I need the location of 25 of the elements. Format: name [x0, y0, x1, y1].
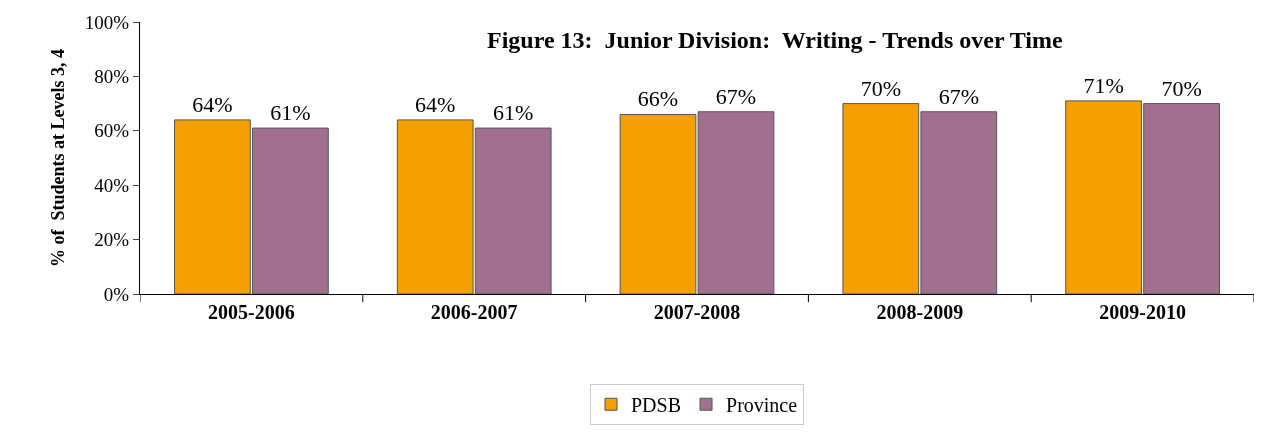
data-label: 66%: [637, 86, 679, 112]
y-tick-label: 60%: [94, 120, 130, 142]
y-axis-title: % of Students at Levels 3, 4: [48, 48, 69, 268]
chart-title: Figure 13: Junior Division: Writing - Trends over Time: [487, 27, 1063, 53]
data-label: 61%: [493, 100, 534, 126]
legend-label: Province: [726, 394, 798, 417]
x-tick-label: 2005-2006: [208, 301, 295, 323]
data-label: 70%: [1161, 75, 1202, 101]
y-tick-label: 0%: [103, 283, 130, 305]
data-label: 70%: [860, 75, 901, 101]
y-tick-label: 80%: [94, 66, 130, 88]
data-label: 67%: [715, 83, 757, 109]
legend-label: PDSB: [631, 394, 682, 417]
data-label: 71%: [1083, 72, 1124, 98]
data-label: 67%: [938, 83, 979, 109]
x-tick-label: 2006-2007: [430, 301, 518, 323]
x-tick-label: 2008-2009: [876, 301, 964, 323]
y-tick-label: 100%: [84, 11, 130, 33]
data-label: 64%: [192, 91, 233, 117]
y-tick-label: 40%: [94, 174, 130, 196]
y-tick-label: 20%: [94, 229, 130, 251]
data-label: 61%: [270, 100, 311, 126]
x-tick-label: 2007-2008: [653, 301, 741, 323]
x-tick-label: 2009-2010: [1099, 301, 1186, 323]
data-label: 64%: [415, 91, 456, 117]
